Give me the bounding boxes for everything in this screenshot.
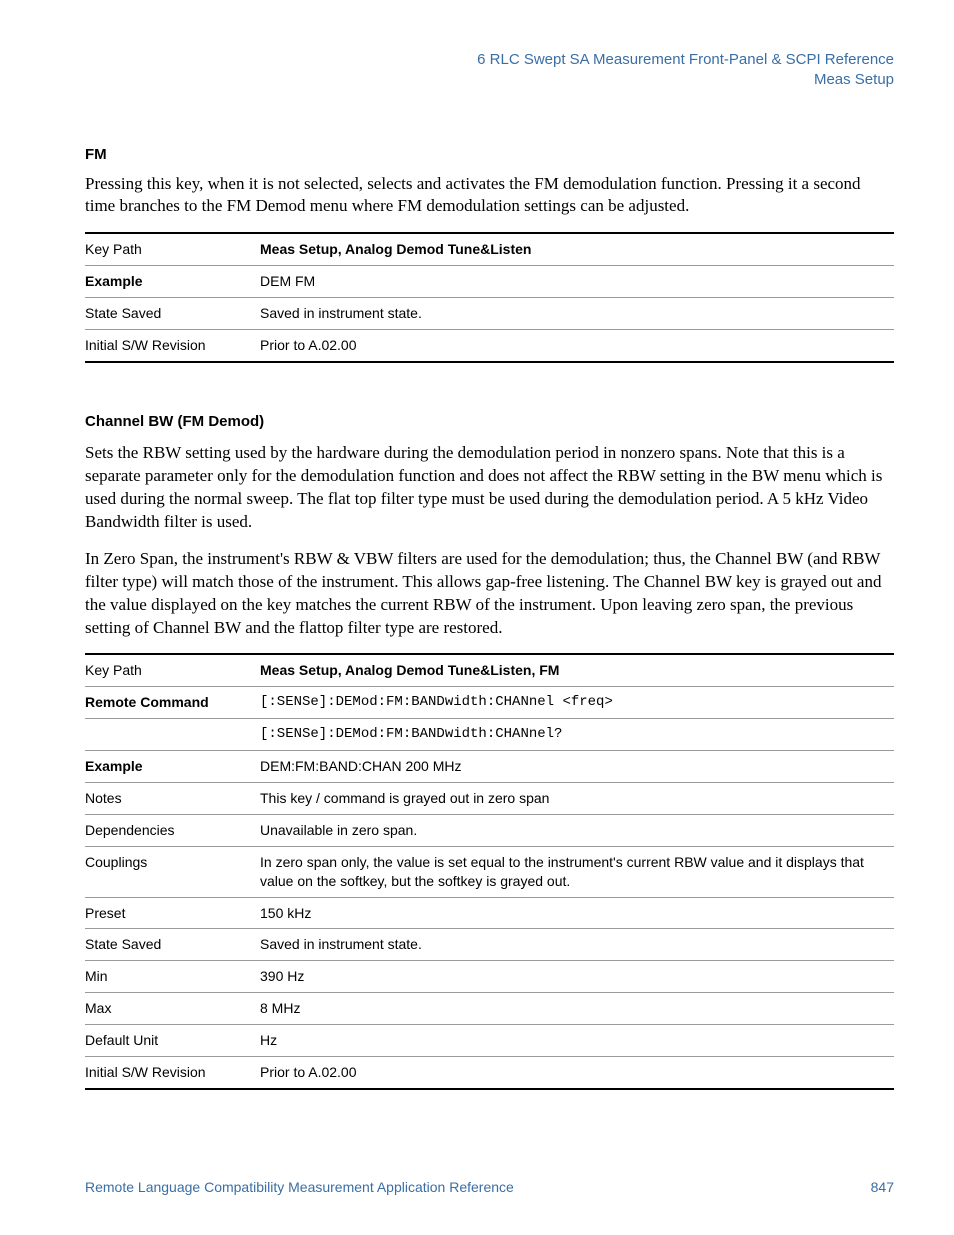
param-key: Initial S/W Revision bbox=[85, 330, 260, 362]
table-row: ExampleDEM FM bbox=[85, 266, 894, 298]
param-key: Min bbox=[85, 961, 260, 993]
param-value: DEM:FM:BAND:CHAN 200 MHz bbox=[260, 751, 894, 783]
section-heading-channel-bw: Channel BW (FM Demod) bbox=[85, 413, 894, 430]
table-row: Default UnitHz bbox=[85, 1025, 894, 1057]
table-row: Preset150 kHz bbox=[85, 897, 894, 929]
param-key: Key Path bbox=[85, 233, 260, 265]
table-row: Max8 MHz bbox=[85, 993, 894, 1025]
param-key: Remote Command bbox=[85, 687, 260, 719]
parameter-table-fm: Key PathMeas Setup, Analog Demod Tune&Li… bbox=[85, 232, 894, 363]
table-row: Initial S/W RevisionPrior to A.02.00 bbox=[85, 1057, 894, 1089]
table-row: Initial S/W RevisionPrior to A.02.00 bbox=[85, 330, 894, 362]
param-value: [:SENSe]:DEMod:FM:BANDwidth:CHANnel? bbox=[260, 719, 894, 751]
table-row: NotesThis key / command is grayed out in… bbox=[85, 783, 894, 815]
footer-title: Remote Language Compatibility Measuremen… bbox=[85, 1179, 514, 1195]
param-value: Hz bbox=[260, 1025, 894, 1057]
param-key: Preset bbox=[85, 897, 260, 929]
section1-paragraph: Pressing this key, when it is not select… bbox=[85, 173, 894, 219]
table-row: State SavedSaved in instrument state. bbox=[85, 298, 894, 330]
table-row: Key PathMeas Setup, Analog Demod Tune&Li… bbox=[85, 233, 894, 265]
table-row: Key PathMeas Setup, Analog Demod Tune&Li… bbox=[85, 654, 894, 686]
param-value: Saved in instrument state. bbox=[260, 929, 894, 961]
param-value: DEM FM bbox=[260, 266, 894, 298]
table-row: Min390 Hz bbox=[85, 961, 894, 993]
param-key bbox=[85, 719, 260, 751]
header-chapter: 6 RLC Swept SA Measurement Front-Panel &… bbox=[85, 50, 894, 70]
param-key: Example bbox=[85, 266, 260, 298]
param-value: Prior to A.02.00 bbox=[260, 330, 894, 362]
param-value: 8 MHz bbox=[260, 993, 894, 1025]
param-value: In zero span only, the value is set equa… bbox=[260, 846, 894, 897]
page-header: 6 RLC Swept SA Measurement Front-Panel &… bbox=[85, 50, 894, 91]
param-key: Notes bbox=[85, 783, 260, 815]
section2-paragraph-2: In Zero Span, the instrument's RBW & VBW… bbox=[85, 548, 894, 640]
param-key: Example bbox=[85, 751, 260, 783]
param-value: [:SENSe]:DEMod:FM:BANDwidth:CHANnel <fre… bbox=[260, 687, 894, 719]
table-row: ExampleDEM:FM:BAND:CHAN 200 MHz bbox=[85, 751, 894, 783]
param-value: 150 kHz bbox=[260, 897, 894, 929]
param-key: Initial S/W Revision bbox=[85, 1057, 260, 1089]
param-value: 390 Hz bbox=[260, 961, 894, 993]
table-row: CouplingsIn zero span only, the value is… bbox=[85, 846, 894, 897]
param-value: Saved in instrument state. bbox=[260, 298, 894, 330]
param-value: Meas Setup, Analog Demod Tune&Listen bbox=[260, 233, 894, 265]
footer-page-number: 847 bbox=[871, 1179, 894, 1195]
param-key: State Saved bbox=[85, 929, 260, 961]
param-key: Max bbox=[85, 993, 260, 1025]
section-heading-fm: FM bbox=[85, 146, 894, 163]
table-row: Remote Command[:SENSe]:DEMod:FM:BANDwidt… bbox=[85, 687, 894, 719]
param-value: Meas Setup, Analog Demod Tune&Listen, FM bbox=[260, 654, 894, 686]
param-key: Couplings bbox=[85, 846, 260, 897]
param-key: Default Unit bbox=[85, 1025, 260, 1057]
table-row: [:SENSe]:DEMod:FM:BANDwidth:CHANnel? bbox=[85, 719, 894, 751]
parameter-table-channel-bw: Key PathMeas Setup, Analog Demod Tune&Li… bbox=[85, 653, 894, 1089]
param-key: State Saved bbox=[85, 298, 260, 330]
param-value: This key / command is grayed out in zero… bbox=[260, 783, 894, 815]
section2-paragraph-1: Sets the RBW setting used by the hardwar… bbox=[85, 442, 894, 534]
param-key: Dependencies bbox=[85, 814, 260, 846]
param-key: Key Path bbox=[85, 654, 260, 686]
param-value: Prior to A.02.00 bbox=[260, 1057, 894, 1089]
table-row: State SavedSaved in instrument state. bbox=[85, 929, 894, 961]
param-value: Unavailable in zero span. bbox=[260, 814, 894, 846]
header-section: Meas Setup bbox=[85, 70, 894, 90]
page-footer: Remote Language Compatibility Measuremen… bbox=[85, 1179, 894, 1195]
table-row: DependenciesUnavailable in zero span. bbox=[85, 814, 894, 846]
